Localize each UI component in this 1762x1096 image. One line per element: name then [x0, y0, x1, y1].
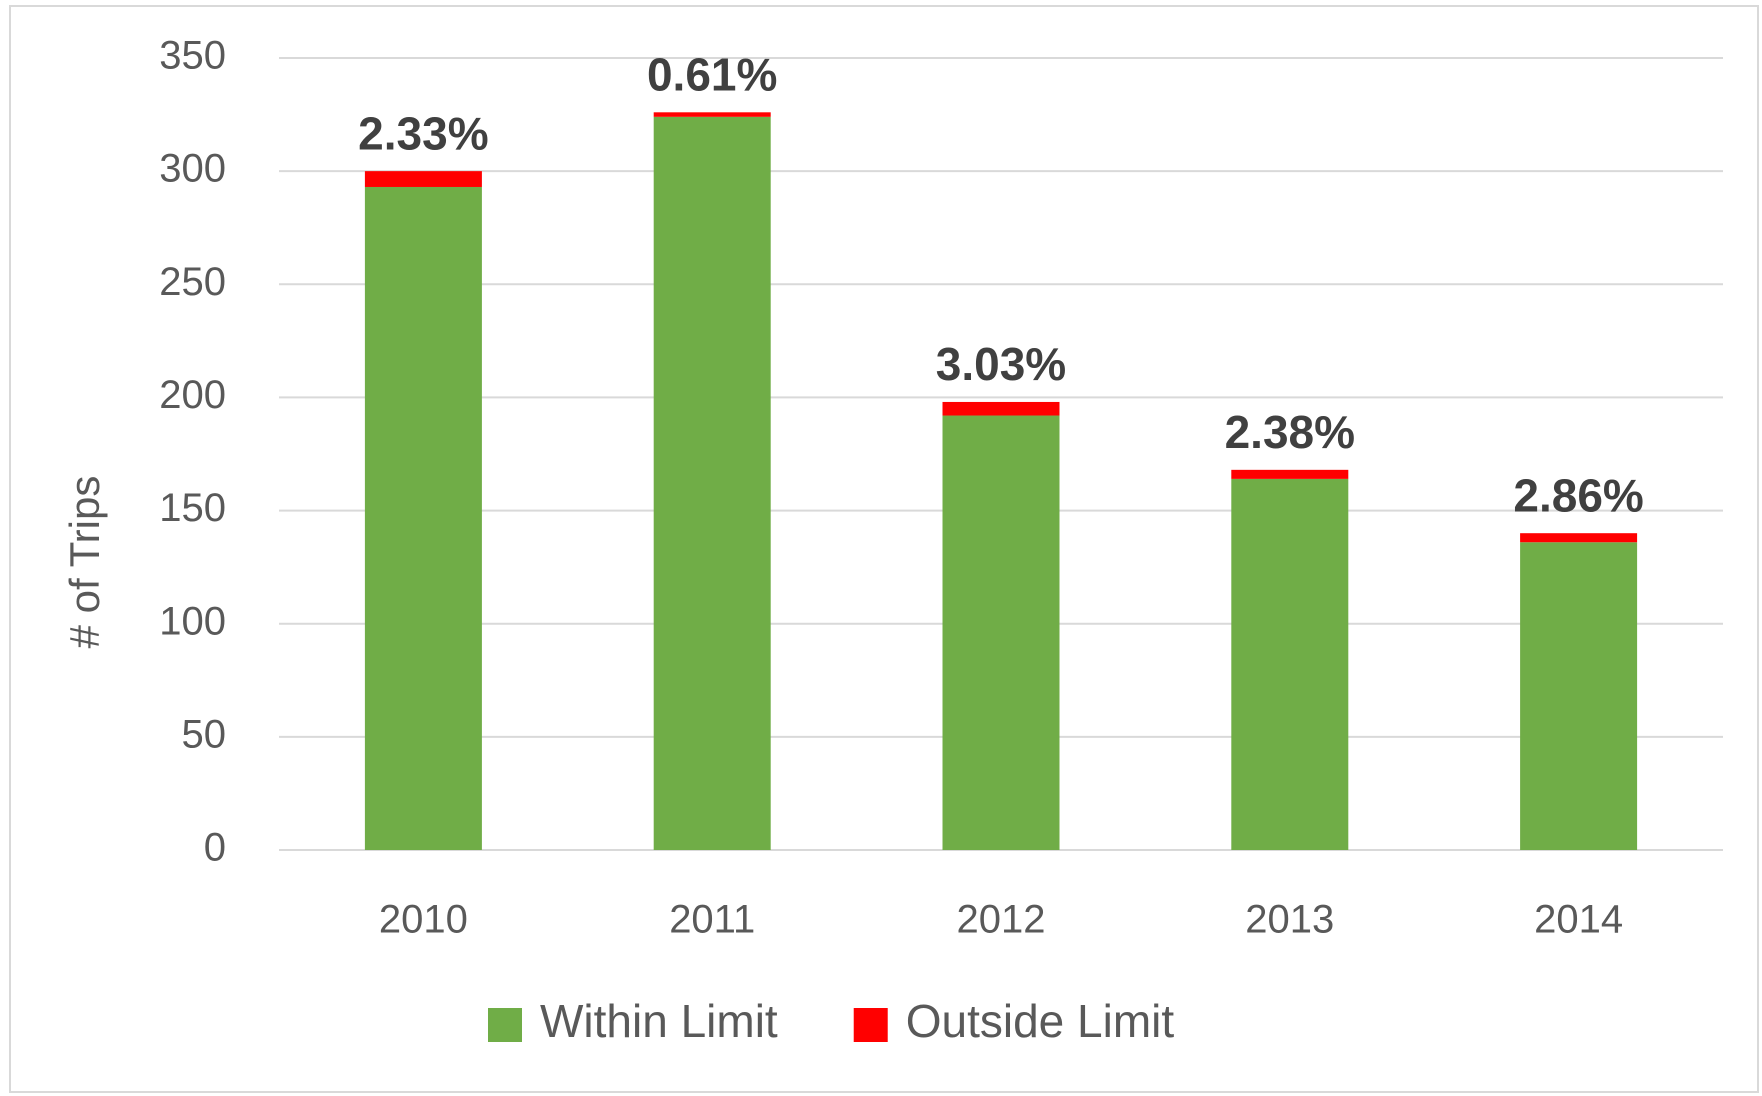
y-tick-label: 200 [159, 373, 226, 417]
y-tick-label: 250 [159, 260, 226, 304]
y-tick-label: 300 [159, 147, 226, 191]
bar-segment [364, 171, 482, 187]
bar-segment [653, 112, 771, 117]
x-tick-label: 2014 [1534, 898, 1623, 942]
x-tick-label: 2013 [1245, 898, 1334, 942]
y-tick-label: 150 [159, 486, 226, 530]
x-tick-label: 2012 [957, 898, 1046, 942]
bar-segment [364, 186, 482, 851]
y-tick-label: 50 [182, 712, 227, 756]
legend-swatch [488, 1008, 522, 1042]
legend-label: Outside Limit [906, 995, 1175, 1047]
y-tick-label: 100 [159, 599, 226, 643]
legend-label: Within Limit [540, 995, 778, 1047]
bar-segment [1520, 533, 1638, 543]
y-tick-label: 350 [159, 34, 226, 78]
bar-segment [653, 116, 771, 850]
chart-border [9, 5, 1759, 1093]
bar-annotation: 2.86% [1513, 469, 1643, 521]
y-axis-title: # of Trips [61, 476, 108, 649]
x-tick-label: 2011 [669, 898, 755, 942]
bar-segment [1231, 469, 1349, 479]
y-tick-label: 0 [204, 826, 226, 870]
bar-annotation: 2.38% [1225, 406, 1355, 458]
legend-swatch [853, 1008, 888, 1042]
bar-segment [942, 415, 1060, 850]
bar-segment [942, 401, 1060, 416]
bar-segment [1231, 478, 1349, 850]
bar-annotation: 0.61% [647, 48, 777, 100]
bar-annotation: 3.03% [936, 338, 1066, 390]
bar-segment [1520, 542, 1638, 850]
bar-annotation: 2.33% [358, 107, 488, 159]
x-tick-label: 2010 [379, 898, 468, 942]
